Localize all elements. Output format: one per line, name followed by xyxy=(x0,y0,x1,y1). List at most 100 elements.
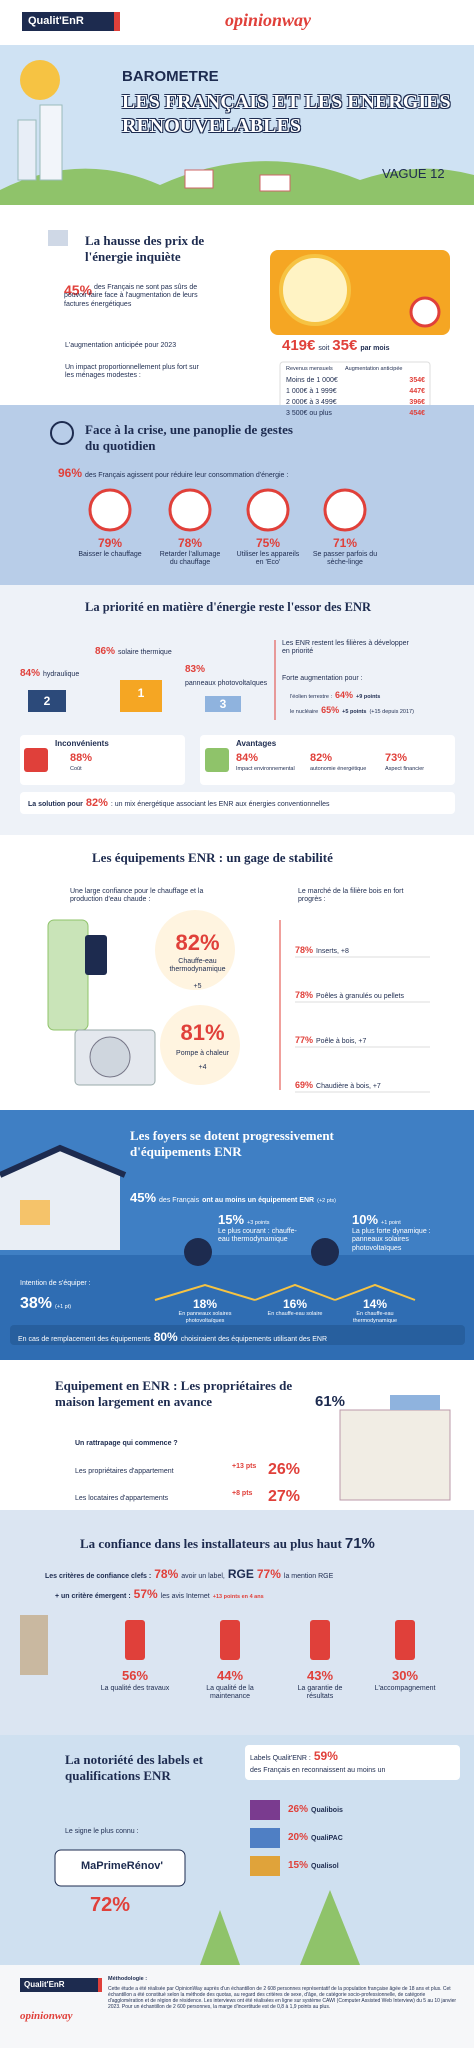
text-run: Les critères de confiance clefs : xyxy=(45,1573,152,1580)
label: +5 xyxy=(193,983,202,990)
label: Un impact proportionnellement plus fort … xyxy=(65,364,199,380)
text-run: 65% xyxy=(321,705,340,715)
text-run: La confiance dans les installateurs au p… xyxy=(80,1536,342,1551)
text-run: autonomie énergétique xyxy=(310,765,367,772)
thumb-down xyxy=(24,748,48,772)
text-run: Qualisol xyxy=(311,1863,339,1870)
table-cell: 2 000€ à 3 499€ xyxy=(286,399,337,406)
text-run: 45% xyxy=(130,1190,157,1205)
value: 27% xyxy=(268,1488,301,1505)
gesture-icons xyxy=(88,488,367,532)
stat: 96% des Français agissent pour réduire le… xyxy=(58,466,438,481)
section-title: Face à la crise, une panoplie de gestes … xyxy=(85,422,293,453)
value: 79% xyxy=(97,536,123,550)
stat: 45% xyxy=(64,282,93,298)
table-cell: 454€ xyxy=(409,410,425,417)
hero-title: LES FRANÇAIS ET LES ENERGIES RENOUVELABL… xyxy=(122,91,451,137)
text-run: avoir un label, xyxy=(181,1573,225,1580)
label-item: 26% Qualibois xyxy=(288,1804,408,1817)
text-run: +5 points xyxy=(342,709,367,715)
pro: 82% autonomie énergétique xyxy=(310,752,370,773)
value: 61% xyxy=(315,1393,346,1410)
text-run: En cas de remplacement des équipements xyxy=(18,1336,151,1343)
halo xyxy=(160,1005,240,1085)
podium-1 xyxy=(120,680,162,712)
section-title: La hausse des prix de l'énergie inquiète xyxy=(85,233,205,264)
value: 81% xyxy=(180,1020,225,1045)
label: Intention de s'équiper : xyxy=(20,1280,91,1287)
label: Un rattrapage qui commence ? xyxy=(75,1440,178,1447)
label: L'accompagnement xyxy=(374,1685,436,1692)
text-run: Aspect financier xyxy=(385,765,425,772)
table-cell: 1 000€ à 1 999€ xyxy=(286,388,337,395)
label: L'augmentation anticipée pour 2023 xyxy=(65,342,177,349)
text-run: 78% xyxy=(295,945,314,955)
text-run: Coût xyxy=(70,765,82,772)
text-run: Poêles à granulés ou pellets xyxy=(316,993,404,1000)
label: Méthodologie : xyxy=(108,1976,148,1982)
text-run: 10% xyxy=(352,1212,379,1227)
section-title: Equipement en ENR : Les propriétaires de… xyxy=(55,1378,293,1409)
wood-row: 77% Poêle à bois, +7 xyxy=(295,1035,445,1047)
value: 75% xyxy=(255,536,281,550)
value: 30% xyxy=(391,1668,419,1683)
label: Les locataires d'appartements xyxy=(75,1495,169,1502)
house xyxy=(184,169,214,189)
roof-lines xyxy=(154,1283,416,1301)
table-cell: 447€ xyxy=(409,388,425,395)
tool-icons xyxy=(125,1620,415,1660)
value: 72% xyxy=(90,1894,131,1916)
label: La qualité des travaux xyxy=(100,1685,170,1692)
text-run: +3 points xyxy=(247,1220,270,1226)
text-run: QualiPAC xyxy=(311,1835,343,1842)
text-run: 64% xyxy=(335,690,354,700)
replace-box xyxy=(10,1325,465,1345)
logo: Qualit'EnR xyxy=(20,1978,102,1992)
window xyxy=(20,1200,50,1225)
method: Cette étude a été réalisée par OpinionWa… xyxy=(108,1986,457,2010)
text-run: 78% xyxy=(295,990,314,1000)
water-heater xyxy=(47,919,89,1031)
value: 43% xyxy=(306,1668,334,1683)
label-item: 20% QualiPAC xyxy=(288,1832,408,1845)
logo: Qualit'EnR xyxy=(22,12,120,32)
text-run: : un mix énergétique associant les ENR a… xyxy=(110,801,330,808)
text-run: 77% xyxy=(256,1567,281,1581)
title: La confiance dans les installateurs au p… xyxy=(80,1535,460,1554)
emerging: + un critère émergent :57% les avis Inter… xyxy=(55,1587,455,1602)
replace: En cas de remplacement des équipements 80… xyxy=(18,1330,468,1345)
building xyxy=(39,104,63,181)
text-run: Labels Qualit'ENR : xyxy=(250,1755,311,1762)
text-run: + un critère émergent : xyxy=(55,1593,131,1600)
text-run: +13 points en 4 ans xyxy=(212,1594,264,1600)
text-run: hydraulique xyxy=(43,671,80,678)
stat: 45% des Français ont au moins un équipemen… xyxy=(130,1190,460,1206)
pros-box xyxy=(200,735,455,785)
intent: 38% (+1 pt) xyxy=(20,1294,120,1314)
solution-box xyxy=(20,792,455,814)
text-run: 15% xyxy=(218,1212,245,1227)
qualit: Labels Qualit'ENR :59% des Français en re… xyxy=(250,1749,455,1776)
label-logos xyxy=(250,1800,280,1876)
house xyxy=(259,174,291,192)
bulb xyxy=(279,254,351,326)
table-header: Augmentation anticipée xyxy=(345,366,403,372)
icon xyxy=(184,1238,212,1266)
section-title: La priorité en matière d'énergie reste l… xyxy=(85,600,372,614)
text-run: 84% xyxy=(236,752,259,764)
table-cell: 396€ xyxy=(409,399,425,406)
roof xyxy=(390,1395,440,1410)
qualit-box xyxy=(245,1745,460,1780)
control-panel xyxy=(85,935,107,975)
logo: opinionway xyxy=(225,10,312,30)
wood-row: 69% Chaudière à bois, +7 xyxy=(295,1080,445,1092)
text-run: l'éolien terrestre : xyxy=(290,694,333,700)
rank: 1 xyxy=(137,686,145,700)
section-bg xyxy=(0,405,474,585)
stat-text: des Français ne sont pas sûrs de pouvoir… xyxy=(64,284,198,308)
roof xyxy=(0,1144,127,1178)
cons-box xyxy=(20,735,185,785)
text-run: 20% xyxy=(288,1832,309,1843)
euro-icon xyxy=(409,296,441,328)
label: En chauffe-eau thermodynamique xyxy=(352,1311,398,1324)
